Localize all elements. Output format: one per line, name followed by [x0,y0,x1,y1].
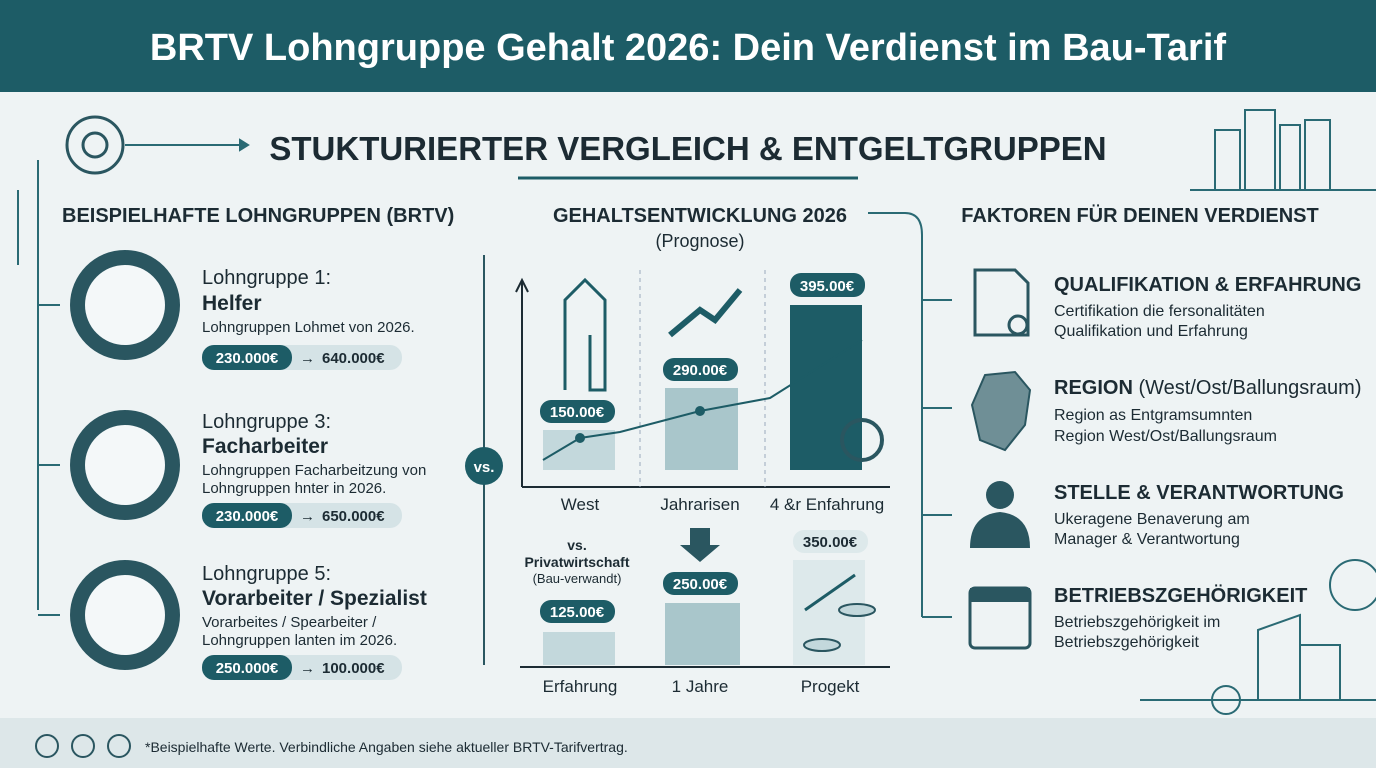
factor-title-extra: (West/Ost/Ballungsraum) [1138,377,1361,399]
left-heading: BEISPIELHAFTE LOHNGRUPPEN (BRTV) [62,205,454,227]
header-band [0,0,1376,92]
group: Lohngruppe 1: Helfer Lohngruppen Lohmet … [70,250,415,370]
footer-band [0,718,1376,768]
group-label: Lohngruppe 5: [202,563,331,585]
factor-title: STELLE & VERANTWORTUNG [1054,482,1344,504]
group-desc: Vorarbeites / Spearbeiter / [202,614,377,631]
factor: BETRIEBSZGEHÖRIGKEIT Betriebszgehörigkei… [968,584,1307,651]
factor: REGION (West/Ost/Ballungsraum) Region as… [970,370,1362,452]
group-desc: Lohngruppen Facharbeitzung von [202,462,426,479]
subtitle: STUKTURIERTER VERGLEICH & ENTGELTGRUPPEN [269,130,1106,167]
group-label: Lohngruppe 3: [202,411,331,433]
group-label: Lohngruppe 1: [202,267,331,289]
category-label: Erfahrung [543,677,618,696]
bottom-chart: vs. Privatwirtschaft (Bau-verwandt) 125.… [520,528,890,696]
factor-line: Region as Entgramsumnten [1054,407,1252,424]
value-label: 125.00€ [550,604,605,621]
pill-to: 650.000€ [322,508,385,525]
factor-title: REGION (West/Ost/Ballungsraum) [1054,377,1362,399]
svg-text:→: → [300,350,315,367]
factor-title: REGION [1054,377,1133,399]
factor-line: Qualifikation und Erfahrung [1054,323,1248,340]
decor [17,109,1376,715]
title: BRTV Lohngruppe Gehalt 2026: Dein Verdie… [150,27,1226,69]
factor-line: Betriebszgehörigkeit im [1054,614,1220,631]
category-label: Progekt [801,677,860,696]
group-name: Helfer [202,292,262,315]
factor-title: QUALIFIKATION & ERFAHRUNG [1054,274,1361,296]
factor-line: Betriebszgehörigkeit [1054,634,1200,651]
value-label: 395.00€ [800,278,855,295]
vs-text: vs. [474,459,495,476]
group-name: Vorarbeiter / Spezialist [202,587,427,610]
factor-line: Ukeragene Benaverung am [1054,511,1250,528]
group: Lohngruppe 5: Vorarbeiter / Spezialist V… [70,560,427,680]
value-label: 350.00€ [803,534,858,551]
compare-label: Privatwirtschaft [524,554,629,570]
group-name: Facharbeiter [202,435,328,458]
pill-from: 250.000€ [216,660,279,677]
compare-label: (Bau-verwandt) [533,571,622,586]
factor-line: Manager & Verantwortung [1054,531,1240,548]
group-desc: Lohngruppen lanten im 2026. [202,632,397,649]
pill-from: 230.000€ [216,508,279,525]
factor-line: Certifikation die fersonalitäten [1054,303,1265,320]
value-label: 250.00€ [673,576,728,593]
compare-label: vs. [567,537,586,553]
group-desc: Lohngruppen hnter in 2026. [202,480,386,497]
category-label: West [561,495,600,514]
category-label: 4 &r Enfahrung [770,495,884,514]
svg-text:→: → [300,660,315,677]
factor: STELLE & VERANTWORTUNG Ukeragene Benaver… [970,481,1344,548]
right-heading: FAKTOREN FÜR DEINEN VERDIENST [961,204,1318,227]
group: Lohngruppe 3: Facharbeiter Lohngruppen F… [70,410,426,528]
value-label: 150.00€ [550,404,605,421]
svg-text:→: → [300,508,315,525]
value-label: 290.00€ [673,362,728,379]
factor: QUALIFIKATION & ERFAHRUNG Certifikation … [973,268,1361,340]
vs-badge [465,447,503,485]
factor-title: BETRIEBSZGEHÖRIGKEIT [1054,584,1307,607]
middle-subheading: (Prognose) [655,231,744,251]
category-label: 1 Jahre [672,677,729,696]
pill-to: 640.000€ [322,350,385,367]
group-desc: Lohngruppen Lohmet von 2026. [202,319,415,336]
factor-line: Region West/Ost/Ballungsraum [1054,428,1277,445]
pill-from: 230.000€ [216,350,279,367]
footer-note: *Beispielhafte Werte. Verbindliche Angab… [145,739,628,755]
middle-heading: GEHALTSENTWICKLUNG 2026 [553,205,847,227]
category-label: Jahrarisen [660,495,739,514]
top-chart: 150.00€ 290.00€ 395.00€ West Jahrarisen … [515,270,890,514]
pill-to: 100.000€ [322,660,385,677]
